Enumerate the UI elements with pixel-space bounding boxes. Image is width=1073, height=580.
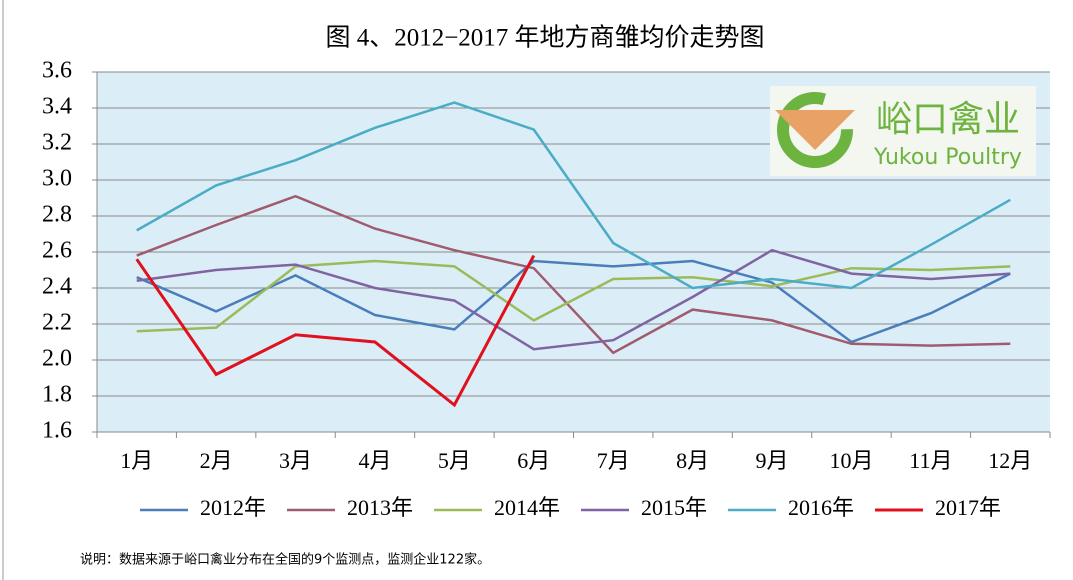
y-tick-label: 2.8	[42, 202, 72, 228]
x-tick-label: 5月	[438, 448, 471, 473]
series-line	[136, 194, 1011, 355]
legend-label: 2012年	[200, 495, 266, 520]
x-tick-label: 6月	[517, 448, 550, 473]
legend-label: 2014年	[494, 495, 560, 520]
series-line	[135, 254, 536, 408]
x-tick-label: 3月	[279, 448, 312, 473]
y-tick-label: 3.4	[42, 94, 72, 120]
x-tick-label: 4月	[358, 448, 391, 473]
x-tick-label: 7月	[597, 448, 630, 473]
x-tick-label: 2月	[200, 448, 233, 473]
logo-subtitle: Yukou Poultry	[873, 145, 1022, 170]
x-tick-label: 8月	[676, 448, 709, 473]
footnote: 说明：数据来源于峪口禽业分布在全国的9个监测点，监测企业122家。	[80, 552, 490, 568]
x-tick-label: 9月	[756, 448, 789, 473]
series-line	[136, 259, 1011, 344]
logo-triangle	[775, 110, 855, 150]
logo-name: 峪口禽业	[876, 99, 1020, 140]
x-tick-label: 11月	[909, 448, 952, 473]
y-tick-label: 3.0	[42, 166, 72, 192]
logo: 峪口禽业 Yukou Poultry	[770, 86, 1036, 176]
series-line	[136, 101, 1011, 290]
legend-label: 2017年	[935, 495, 1001, 520]
x-tick-label: 12月	[988, 448, 1032, 473]
y-tick-label: 1.6	[42, 418, 72, 444]
legend-label: 2013年	[347, 495, 413, 520]
x-tick-label: 1月	[120, 448, 153, 473]
y-tick-label: 3.2	[42, 130, 72, 156]
series-line	[136, 248, 1011, 351]
y-tick-label: 2.2	[42, 310, 72, 336]
y-tick-label: 3.6	[42, 58, 72, 84]
logo-ring	[777, 92, 853, 168]
y-tick-label: 2.0	[42, 346, 72, 372]
y-tick-label: 2.4	[42, 274, 72, 300]
y-tick-label: 2.6	[42, 238, 72, 264]
legend-label: 2016年	[788, 495, 854, 520]
chart-title: 图 4、2012−2017 年地方商雏均价走势图	[325, 24, 764, 52]
x-tick-label: 10月	[829, 448, 873, 473]
legend-label: 2015年	[641, 495, 707, 520]
series-line	[136, 259, 1011, 333]
y-tick-label: 1.8	[42, 382, 72, 408]
